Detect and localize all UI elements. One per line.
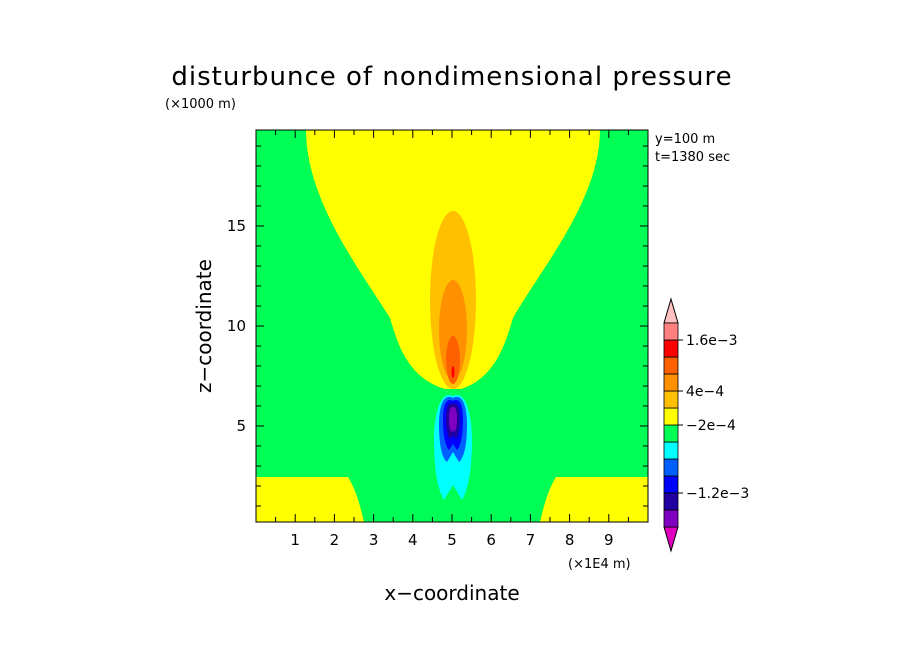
colorbar-swatch: [663, 509, 679, 528]
colorbar-swatch: [663, 373, 679, 392]
colorbar-swatch: [663, 492, 679, 511]
colorbar-swatch: [663, 475, 679, 494]
colorbar-label: 1.6e−3: [686, 333, 738, 349]
colorbar-swatch: [663, 407, 679, 426]
x-tick-label: 3: [369, 531, 379, 549]
colorbar-swatch: [663, 424, 679, 443]
y-unit-label: (×1000 m): [165, 97, 236, 112]
contour-negative-5: [449, 406, 457, 432]
contour-yellow-bottom-right: [540, 477, 648, 522]
colorbar-extend-high: [663, 297, 679, 324]
x-tick-label: 8: [565, 531, 575, 549]
contour-positive-2: [439, 280, 467, 380]
contour-positive-4: [451, 366, 455, 378]
info-y: y=100 m: [655, 132, 715, 147]
x-tick-label: 1: [290, 531, 300, 549]
colorbar-swatch: [663, 339, 679, 358]
y-tick-label: 10: [227, 317, 246, 335]
colorbar-label: 4e−4: [686, 384, 724, 400]
x-unit-label: (×1E4 m): [568, 557, 631, 572]
x-tick-label: 4: [408, 531, 418, 549]
chart-title: disturbunce of nondimensional pressure: [171, 62, 732, 92]
y-tick-label: 15: [227, 217, 246, 235]
x-axis-label: x−coordinate: [384, 581, 519, 605]
x-tick-label: 2: [330, 531, 340, 549]
colorbar-label: −2e−4: [686, 418, 736, 434]
x-tick-label: 5: [447, 531, 457, 549]
y-tick-label: 5: [236, 417, 246, 435]
info-t: t=1380 sec: [655, 150, 730, 165]
colorbar-swatch: [663, 458, 679, 477]
x-ticks: 1 2 3 4 5 6 7 8 9: [275, 130, 629, 549]
contour-positive-3: [446, 336, 460, 384]
colorbar-swatch: [663, 356, 679, 375]
x-tick-label: 6: [486, 531, 496, 549]
colorbar-extend-low: [663, 526, 679, 553]
colorbar: −1.2e−3 −2e−4 4e−4 1.6e−3: [663, 297, 749, 553]
contour-yellow-bottom-left: [256, 477, 364, 522]
colorbar-swatch: [663, 390, 679, 409]
plot-area: [256, 130, 648, 522]
colorbar-swatch: [663, 441, 679, 460]
colorbar-swatch: [663, 322, 679, 341]
x-tick-label: 7: [526, 531, 536, 549]
x-tick-label: 9: [604, 531, 614, 549]
y-ticks: 5 10 15: [227, 145, 648, 507]
y-axis-label: z−coordinate: [192, 259, 216, 393]
colorbar-label: −1.2e−3: [686, 486, 749, 502]
